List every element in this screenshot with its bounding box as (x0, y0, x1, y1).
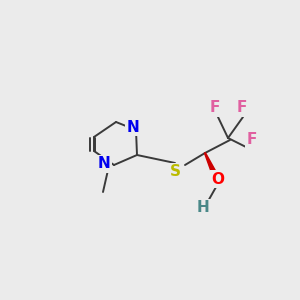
Text: N: N (98, 157, 110, 172)
Text: F: F (247, 133, 257, 148)
Text: F: F (210, 100, 220, 116)
Text: N: N (127, 119, 140, 134)
Polygon shape (205, 153, 217, 176)
Text: O: O (212, 172, 224, 187)
Text: S: S (169, 164, 181, 179)
Text: F: F (237, 100, 247, 116)
Text: H: H (196, 200, 209, 215)
